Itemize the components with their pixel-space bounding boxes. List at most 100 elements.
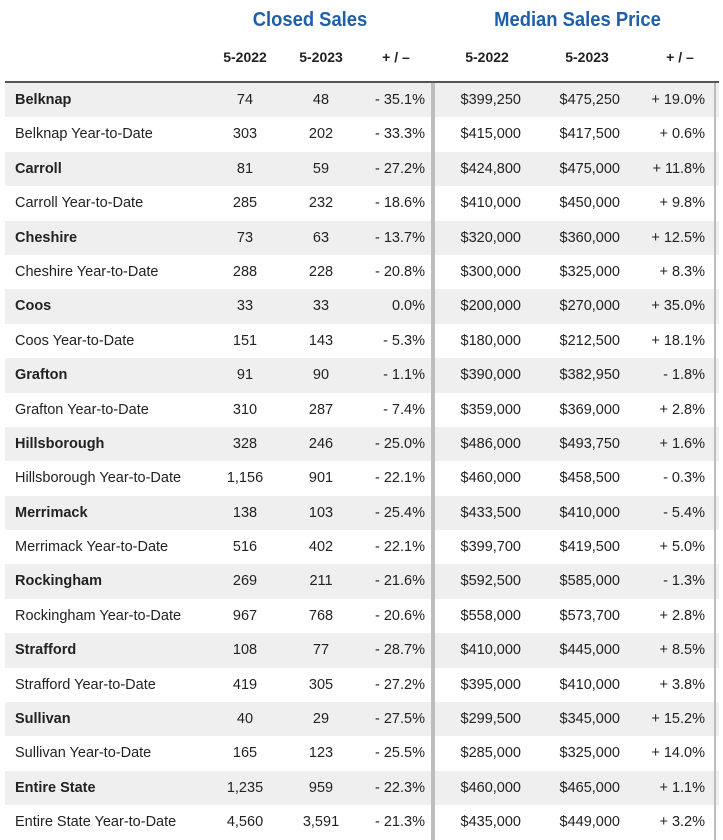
row-label: Coos Year-to-Date — [15, 332, 135, 349]
cell-closed-2023: 228 — [308, 263, 334, 280]
cell-closed-change: - 33.3% — [375, 126, 425, 143]
cell-closed-2022: 967 — [232, 607, 258, 624]
row-label: Grafton — [15, 367, 68, 384]
table-row: Carroll 81 59 - 27.2% $424,800 $475,000 + 11.8… — [5, 151, 719, 187]
row-label: Cheshire — [15, 229, 78, 246]
table-row: Cheshire Year-to-Date 288 228 - 20.8% $300,0… — [5, 255, 719, 289]
cell-price-change: + 3.8% — [659, 676, 705, 693]
cell-closed-2022: 151 — [232, 332, 258, 349]
row-label: Coos — [15, 298, 52, 315]
cell-price-change: - 5.4% — [663, 504, 705, 521]
cell-price-2022: $399,700 — [460, 539, 521, 556]
table-row: Strafford 108 77 - 28.7% $410,000 $445,000 + 8… — [5, 633, 719, 668]
cell-closed-2022: 269 — [232, 573, 258, 590]
cell-price-2023: $345,000 — [559, 711, 620, 728]
cell-closed-2022: 74 — [236, 92, 254, 108]
cell-closed-change: - 22.1% — [375, 470, 425, 487]
header-rule — [5, 81, 719, 83]
cell-closed-2023: 48 — [312, 92, 330, 108]
cell-closed-2022: 328 — [232, 435, 258, 452]
cell-price-2022: $460,000 — [460, 779, 521, 796]
cell-price-2023: $325,000 — [559, 745, 620, 762]
column-group-divider — [431, 83, 435, 840]
cell-closed-2023: 123 — [308, 745, 334, 762]
row-label: Merrimack — [15, 504, 88, 521]
cell-price-2023: $449,000 — [559, 814, 620, 831]
cell-price-2023: $475,250 — [559, 92, 620, 108]
cell-closed-change: - 22.1% — [375, 539, 425, 556]
cell-price-2023: $445,000 — [559, 642, 620, 659]
row-label: Cheshire Year-to-Date — [15, 263, 159, 280]
cell-price-2022: $395,000 — [460, 676, 521, 693]
cell-closed-change: - 25.5% — [375, 745, 425, 762]
cell-price-change: - 1.8% — [663, 367, 705, 384]
cell-closed-2022: 303 — [232, 126, 258, 143]
cell-price-change: + 18.1% — [651, 332, 705, 349]
cell-price-change: + 35.0% — [651, 298, 705, 315]
cell-closed-2022: 516 — [232, 539, 258, 556]
header-closed-2023: 5-2023 — [299, 49, 343, 65]
cell-price-2022: $180,000 — [460, 332, 521, 349]
row-label: Hillsborough Year-to-Date — [15, 470, 182, 487]
cell-price-change: + 0.6% — [659, 126, 705, 143]
cell-closed-2022: 1,156 — [226, 470, 264, 487]
cell-price-2023: $369,000 — [559, 401, 620, 418]
cell-closed-change: - 25.0% — [375, 435, 425, 452]
cell-price-2023: $360,000 — [559, 229, 620, 246]
cell-closed-2022: 91 — [236, 367, 254, 384]
header-price-2022: 5-2022 — [465, 49, 509, 65]
cell-price-2022: $200,000 — [460, 298, 521, 315]
table-row: Carroll Year-to-Date 285 232 - 18.6% $410,00… — [5, 186, 719, 220]
cell-price-2022: $558,000 — [460, 607, 521, 624]
cell-closed-change: - 27.2% — [375, 676, 425, 693]
table-row: Sullivan 40 29 - 27.5% $299,500 $345,000 + 15.… — [5, 702, 719, 737]
cell-price-2022: $435,000 — [460, 814, 521, 831]
cell-closed-2023: 90 — [312, 367, 330, 384]
cell-price-2023: $325,000 — [559, 263, 620, 280]
cell-closed-change: - 25.4% — [375, 504, 425, 521]
header-price-change: + / – — [666, 49, 694, 65]
row-label: Carroll — [15, 160, 62, 177]
cell-price-2023: $458,500 — [559, 470, 620, 487]
table-row: Hillsborough 328 246 - 25.0% $486,000 $493,75… — [5, 426, 719, 462]
cell-price-2022: $320,000 — [460, 229, 521, 246]
cell-closed-2022: 40 — [236, 711, 254, 728]
cell-price-change: - 0.3% — [663, 470, 705, 487]
cell-closed-2022: 33 — [236, 298, 254, 315]
cell-closed-change: - 21.3% — [375, 814, 425, 831]
cell-closed-2022: 81 — [236, 160, 254, 177]
row-label: Rockingham — [15, 573, 103, 590]
cell-price-change: + 8.3% — [659, 263, 705, 280]
table-row: Coos 33 33 0.0% $200,000 $270,000 + 35.0% — [5, 289, 719, 324]
cell-price-2023: $475,000 — [559, 160, 620, 177]
cell-price-2022: $433,500 — [460, 504, 521, 521]
closed-sales-title: Closed Sales — [252, 9, 368, 31]
cell-closed-2023: 768 — [308, 607, 334, 624]
cell-price-2023: $212,500 — [559, 332, 620, 349]
header-price-2023: 5-2023 — [565, 49, 609, 65]
cell-closed-change: - 1.1% — [383, 367, 425, 384]
cell-price-2022: $299,500 — [460, 711, 521, 728]
cell-closed-2023: 305 — [308, 676, 334, 693]
sales-table: Belknap 74 48 - 35.1% $399,250 $475,250 + 19.0… — [5, 83, 719, 840]
cell-closed-change: - 22.3% — [375, 779, 425, 796]
cell-closed-change: - 13.7% — [375, 229, 425, 246]
cell-price-2022: $300,000 — [460, 263, 521, 280]
cell-closed-2022: 165 — [232, 745, 258, 762]
table-row: Cheshire 73 63 - 13.7% $320,000 $360,000 + 12.… — [5, 220, 719, 255]
cell-price-change: + 2.8% — [659, 401, 705, 418]
cell-closed-2023: 59 — [312, 160, 330, 177]
row-label: Grafton Year-to-Date — [15, 401, 149, 418]
cell-price-2022: $415,000 — [460, 126, 521, 143]
cell-price-2022: $410,000 — [460, 642, 521, 659]
table-row: Strafford Year-to-Date 419 305 - 27.2% $395,… — [5, 668, 719, 702]
table-row: Entire State Year-to-Date 4,560 3,591 - 21.… — [5, 805, 719, 839]
cell-price-change: + 19.0% — [651, 92, 705, 108]
cell-closed-change: - 27.5% — [375, 711, 425, 728]
cell-price-2023: $493,750 — [559, 435, 620, 452]
row-label: Strafford Year-to-Date — [15, 676, 156, 693]
cell-price-2022: $359,000 — [460, 401, 521, 418]
table-right-border — [714, 83, 716, 840]
cell-closed-change: - 20.8% — [375, 263, 425, 280]
cell-closed-change: - 28.7% — [375, 642, 425, 659]
